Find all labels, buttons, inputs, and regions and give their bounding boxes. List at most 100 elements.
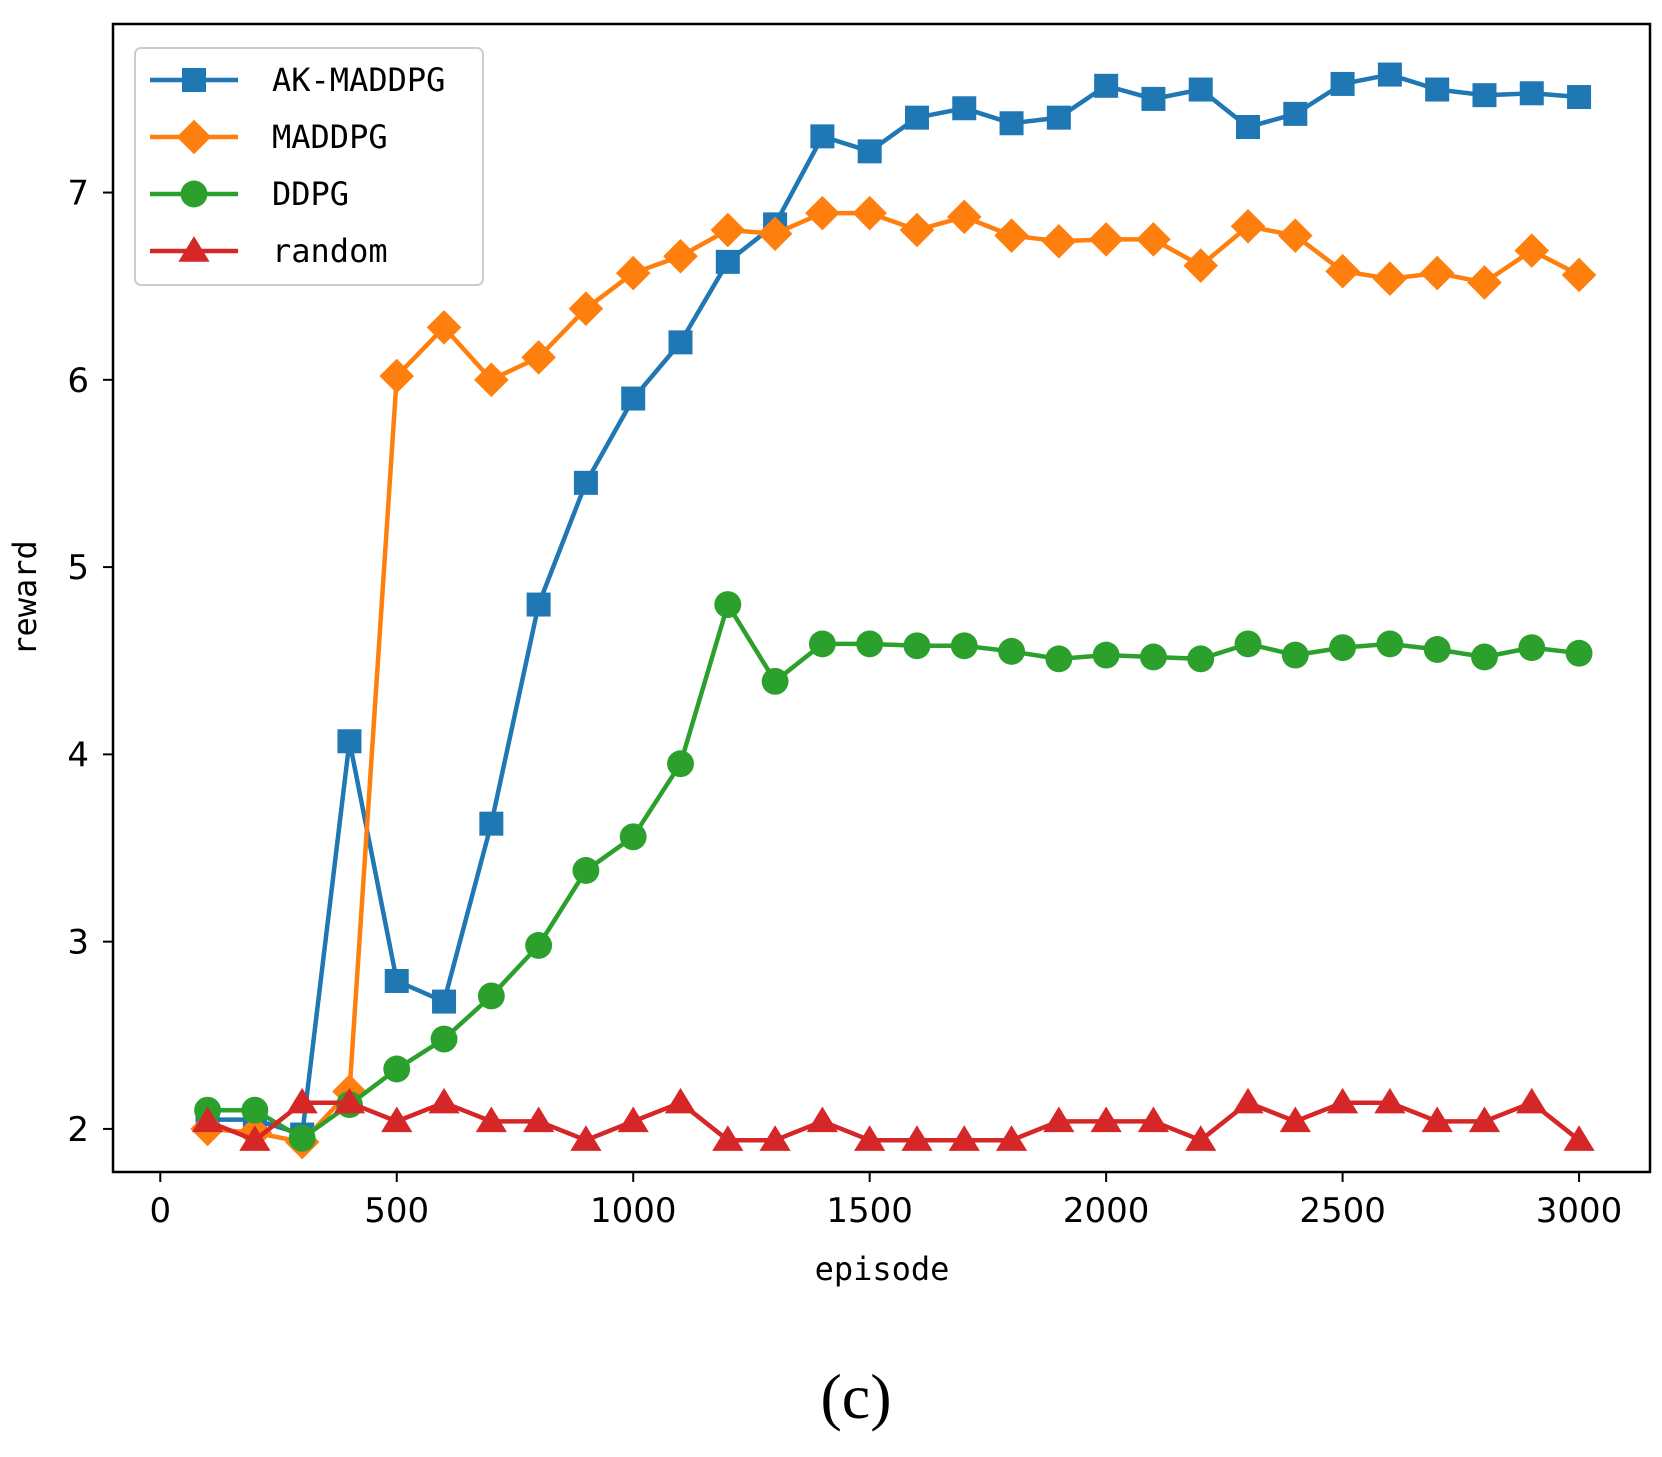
data-point-random	[381, 1106, 413, 1133]
data-point-ak-maddpg	[384, 968, 409, 993]
data-point-random	[1232, 1087, 1264, 1114]
data-point-maddpg	[521, 340, 556, 375]
legend-marker-ak-maddpg	[182, 68, 206, 92]
data-point-ak-maddpg	[526, 592, 551, 617]
data-point-ak-maddpg	[668, 330, 693, 355]
x-tick-label: 2500	[1299, 1191, 1386, 1231]
data-point-random	[1374, 1087, 1406, 1114]
series-line-ddpg	[207, 602, 1580, 1141]
data-point-maddpg	[1325, 253, 1360, 289]
data-point-ddpg	[1045, 645, 1073, 673]
data-point-random	[1468, 1106, 1501, 1133]
data-point-maddpg	[379, 358, 415, 394]
legend-entry-ddpg: DDPG	[150, 175, 349, 213]
data-point-ddpg	[1187, 645, 1215, 673]
data-point-ak-maddpg	[999, 111, 1024, 136]
data-point-maddpg	[994, 218, 1029, 253]
data-point-ak-maddpg	[573, 470, 598, 495]
data-point-maddpg	[1372, 261, 1408, 296]
data-point-ddpg	[383, 1055, 411, 1083]
data-point-ddpg	[288, 1124, 316, 1152]
data-point-ak-maddpg	[1377, 62, 1402, 87]
legend: AK-MADDPG MADDPG DDPG random	[134, 47, 484, 286]
legend-marker-random	[178, 236, 210, 262]
data-point-maddpg	[1041, 223, 1077, 259]
x-tick-label: 3000	[1536, 1191, 1623, 1231]
series-maddpg	[190, 195, 1597, 1160]
series-line-maddpg	[207, 210, 1581, 1145]
data-point-ddpg	[808, 630, 836, 658]
data-point-random	[1516, 1087, 1548, 1114]
data-point-random	[617, 1106, 649, 1133]
data-point-ak-maddpg	[1472, 83, 1497, 108]
y-tick-label: 2	[67, 1110, 89, 1150]
data-point-ddpg	[430, 1025, 458, 1053]
data-point-random	[1137, 1106, 1170, 1133]
data-point-random	[1185, 1125, 1217, 1151]
y-tick-label: 3	[67, 923, 89, 963]
data-point-maddpg	[474, 362, 509, 398]
x-tick-label: 1500	[826, 1191, 913, 1231]
legend-label-ak-maddpg: AK-MADDPG	[272, 61, 445, 99]
data-point-ddpg	[1234, 630, 1262, 658]
panel-label: (c)	[820, 1361, 891, 1432]
data-point-ak-maddpg	[715, 249, 740, 274]
data-point-random	[1090, 1106, 1122, 1133]
data-point-random	[570, 1125, 602, 1151]
y-axis: 2 3 4 5 6 7	[67, 174, 113, 1150]
data-point-ak-maddpg	[1425, 77, 1450, 102]
data-point-ddpg	[572, 857, 600, 884]
legend-marker-ddpg	[180, 180, 208, 208]
data-point-ak-maddpg	[1567, 85, 1592, 110]
data-point-random	[333, 1087, 366, 1114]
data-point-maddpg	[1088, 222, 1124, 257]
data-point-maddpg	[615, 255, 651, 291]
data-point-ddpg	[1376, 630, 1404, 658]
data-point-ddpg	[1092, 641, 1120, 669]
data-point-maddpg	[1419, 255, 1455, 291]
data-point-maddpg	[1467, 265, 1502, 300]
legend-entry-ak-maddpg: AK-MADDPG	[150, 61, 445, 99]
data-point-maddpg	[1278, 218, 1313, 253]
data-point-ddpg	[1139, 643, 1167, 671]
data-point-random	[1043, 1106, 1075, 1133]
data-point-ak-maddpg	[1519, 81, 1544, 106]
data-point-random	[948, 1125, 980, 1151]
y-tick-label: 7	[67, 174, 89, 214]
data-point-ak-maddpg	[904, 105, 929, 130]
series-random	[191, 1087, 1595, 1151]
data-point-random	[239, 1125, 271, 1151]
data-point-ddpg	[761, 667, 789, 695]
data-point-maddpg	[1514, 233, 1550, 268]
data-point-random	[995, 1125, 1028, 1151]
data-point-random	[1563, 1125, 1595, 1151]
data-point-ak-maddpg	[1283, 101, 1308, 126]
legend-label-random: random	[272, 232, 388, 270]
y-tick-label: 5	[67, 548, 89, 588]
data-point-ddpg	[1281, 641, 1309, 669]
data-point-random	[191, 1106, 224, 1133]
data-point-maddpg	[946, 199, 982, 235]
data-point-random	[286, 1087, 318, 1114]
data-point-ak-maddpg	[337, 729, 362, 754]
data-point-ak-maddpg	[621, 386, 646, 411]
data-point-maddpg	[757, 216, 793, 252]
x-tick-label: 500	[364, 1191, 429, 1231]
legend-label-ddpg: DDPG	[272, 175, 349, 213]
data-point-ddpg	[1518, 634, 1546, 662]
data-point-ddpg	[856, 630, 884, 658]
data-point-random	[1421, 1106, 1453, 1133]
data-point-ak-maddpg	[1236, 115, 1261, 140]
data-point-random	[1326, 1087, 1359, 1114]
data-point-ak-maddpg	[1330, 71, 1355, 96]
data-point-random	[523, 1106, 555, 1133]
y-tick-label: 4	[67, 735, 89, 775]
data-point-ak-maddpg	[810, 124, 835, 149]
data-point-ak-maddpg	[1046, 105, 1071, 130]
data-point-ddpg	[950, 632, 978, 660]
x-axis-label: episode	[815, 1250, 950, 1288]
data-point-ak-maddpg	[857, 139, 882, 164]
data-point-random	[1279, 1106, 1311, 1133]
data-point-ddpg	[525, 931, 553, 959]
